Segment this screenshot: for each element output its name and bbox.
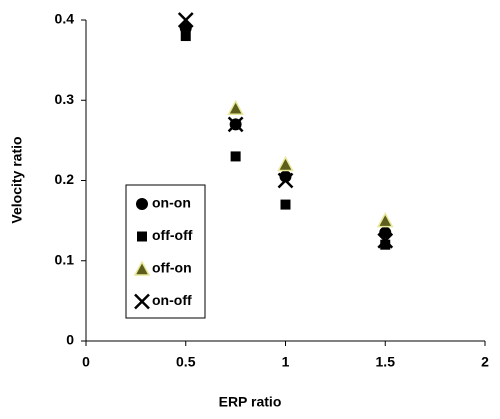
y-axis-label: Velocity ratio [9,136,25,223]
x-axis-label: ERP ratio [219,394,282,410]
point [227,116,244,133]
legend-label: off-on [152,260,192,276]
legend-marker [137,231,147,242]
x-tick-label: 0.5 [176,354,196,370]
x-tick-label: 1.5 [376,354,396,370]
legend-marker [134,293,150,310]
legend-label: on-off [152,292,192,308]
legend-marker [136,198,148,210]
y-tick-label: 0.1 [55,251,75,267]
y-tick-label: 0 [66,332,74,348]
point [379,226,392,239]
point [179,22,192,35]
x-tick-label: 1 [282,354,290,370]
legend-marker [133,260,151,276]
point [376,212,394,228]
point [377,232,394,249]
point [279,170,292,183]
point [177,12,194,28]
point [180,31,191,42]
point [230,151,241,162]
point [380,239,391,250]
point [280,199,291,210]
x-tick-label: 2 [481,354,489,370]
y-tick-label: 0.2 [55,171,75,187]
point [277,172,294,189]
point [277,155,294,172]
legend-label: off-off [152,227,193,243]
y-tick-label: 0.3 [55,91,75,107]
legend-label: on-on [152,195,191,211]
y-tick-label: 0.4 [55,11,75,27]
x-tick-label: 0 [82,354,90,370]
point [227,99,244,116]
